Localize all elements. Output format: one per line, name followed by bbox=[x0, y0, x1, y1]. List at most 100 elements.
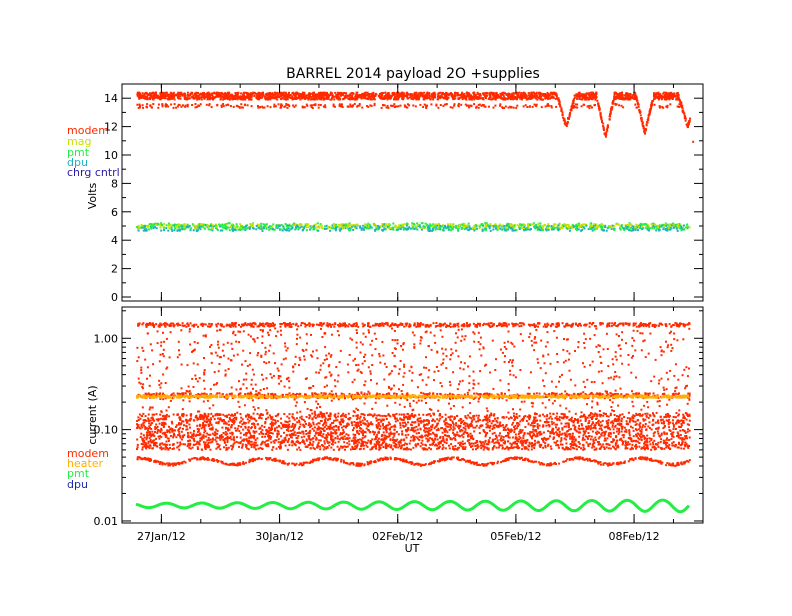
point-modem-voltage bbox=[541, 94, 543, 96]
point-modem-voltage bbox=[587, 106, 589, 108]
point-pmt bbox=[228, 227, 230, 229]
point-modem-voltage bbox=[473, 103, 475, 105]
point-dpu bbox=[335, 229, 337, 231]
point-pmt bbox=[190, 227, 192, 229]
point-pmt bbox=[630, 227, 632, 229]
point-pmt bbox=[429, 223, 431, 225]
point-dpu bbox=[335, 228, 337, 230]
point-modem-voltage bbox=[528, 95, 530, 97]
point-modem-voltage bbox=[520, 94, 522, 96]
point-mag bbox=[159, 226, 161, 228]
point-modem-voltage bbox=[273, 106, 275, 108]
point-modem-current bbox=[362, 420, 364, 422]
point-modem-current bbox=[178, 449, 180, 451]
point-modem-voltage bbox=[265, 98, 267, 100]
point-modem-voltage bbox=[136, 104, 138, 106]
point-mag bbox=[349, 225, 351, 227]
point-pmt bbox=[468, 223, 470, 225]
point-modem-current bbox=[187, 432, 189, 434]
point-mag bbox=[485, 226, 487, 228]
point-pmt bbox=[645, 223, 647, 225]
point-dpu bbox=[278, 225, 280, 227]
series-supply-5v bbox=[136, 222, 691, 232]
point-modem-voltage bbox=[598, 105, 600, 107]
point-pmt bbox=[506, 229, 508, 231]
point-modem-voltage bbox=[287, 98, 289, 100]
point-mag bbox=[354, 224, 356, 226]
point-modem-voltage bbox=[332, 95, 334, 97]
point-modem-voltage bbox=[268, 96, 270, 98]
point-mag bbox=[501, 225, 503, 227]
point-modem-current bbox=[159, 444, 161, 446]
point-modem-voltage bbox=[596, 100, 598, 102]
point-modem-voltage bbox=[371, 95, 373, 97]
point-modem-voltage bbox=[496, 92, 498, 94]
point-pmt bbox=[521, 224, 523, 226]
point-dpu bbox=[301, 226, 303, 228]
point-modem-voltage bbox=[211, 106, 213, 108]
point-modem-current bbox=[652, 419, 654, 421]
point-modem-voltage bbox=[603, 127, 605, 129]
point-modem-current bbox=[592, 431, 594, 433]
point-modem-voltage bbox=[326, 92, 328, 94]
point-dpu bbox=[580, 230, 582, 232]
point-modem-current bbox=[618, 428, 620, 430]
point-modem-voltage bbox=[204, 97, 206, 99]
point-modem-voltage bbox=[233, 106, 235, 108]
point-mag bbox=[402, 224, 404, 226]
point-modem-voltage bbox=[468, 98, 470, 100]
point-dpu bbox=[197, 229, 199, 231]
point-modem-voltage bbox=[213, 92, 215, 94]
point-modem-voltage bbox=[689, 118, 691, 120]
point-modem-voltage bbox=[209, 103, 211, 105]
point-pmt bbox=[229, 229, 231, 231]
point-dpu bbox=[665, 229, 667, 231]
point-modem-voltage bbox=[371, 105, 373, 107]
point-modem-voltage bbox=[505, 106, 507, 108]
point-pmt bbox=[540, 225, 542, 227]
point-mag bbox=[635, 224, 637, 226]
point-modem-voltage bbox=[511, 93, 513, 95]
point-modem-voltage bbox=[493, 107, 495, 109]
point-modem-voltage bbox=[149, 93, 151, 95]
point-modem-voltage bbox=[614, 103, 616, 105]
point-modem-voltage bbox=[561, 107, 563, 109]
y-tick-label: 4 bbox=[111, 234, 118, 247]
point-modem-current bbox=[606, 437, 608, 439]
point-modem-voltage bbox=[315, 98, 317, 100]
point-modem-voltage bbox=[530, 98, 532, 100]
point-dpu bbox=[193, 229, 195, 231]
point-modem-voltage bbox=[478, 97, 480, 99]
point-modem-voltage bbox=[278, 96, 280, 98]
point-modem-current bbox=[182, 443, 184, 445]
point-modem-voltage bbox=[281, 94, 283, 96]
point-modem-voltage bbox=[499, 103, 501, 105]
point-dpu bbox=[673, 227, 675, 229]
point-pmt bbox=[264, 226, 266, 228]
point-modem-voltage bbox=[631, 95, 633, 97]
point-mag bbox=[311, 225, 313, 227]
point-mag bbox=[542, 227, 544, 229]
point-dpu bbox=[489, 227, 491, 229]
point-modem-voltage bbox=[189, 94, 191, 96]
point-modem-voltage bbox=[681, 105, 683, 107]
point-modem-current bbox=[572, 433, 574, 435]
point-mag bbox=[580, 225, 582, 227]
point-modem-voltage bbox=[576, 107, 578, 109]
point-modem-voltage bbox=[223, 94, 225, 96]
y-tick-label: 6 bbox=[111, 206, 118, 219]
point-modem-voltage bbox=[249, 95, 251, 97]
point-modem-voltage bbox=[618, 104, 620, 106]
point-modem-current bbox=[242, 443, 244, 445]
point-modem-voltage bbox=[571, 105, 573, 107]
point-modem-current bbox=[341, 427, 343, 429]
point-mag bbox=[179, 224, 181, 226]
point-pmt bbox=[166, 224, 168, 226]
point-modem-current bbox=[353, 421, 355, 423]
point-modem-voltage bbox=[170, 98, 172, 100]
point-modem-voltage bbox=[241, 106, 243, 108]
point-pmt bbox=[422, 222, 424, 224]
point-modem-current bbox=[259, 433, 261, 435]
point-mag bbox=[517, 224, 519, 226]
